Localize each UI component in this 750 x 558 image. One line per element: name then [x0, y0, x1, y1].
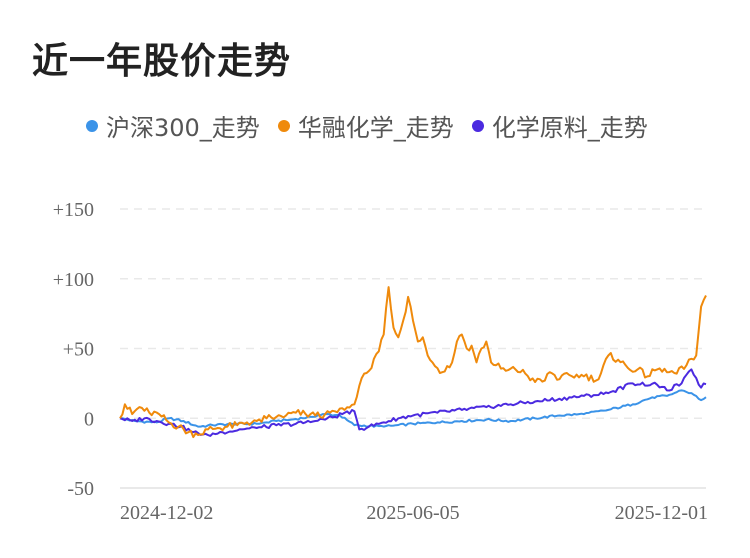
y-tick-label: +100 — [53, 269, 94, 291]
y-tick-label: +50 — [63, 339, 94, 361]
legend-label: 华融化学_走势 — [297, 114, 454, 142]
x-tick-label: 2024-12-02 — [120, 502, 213, 524]
grid-layer — [120, 208, 706, 489]
legend-item-huarong[interactable]: 华融化学_走势 — [277, 108, 454, 143]
legend-dot-icon — [471, 119, 484, 132]
series-line-1 — [119, 286, 707, 439]
legend-label: 沪深300_走势 — [106, 114, 260, 142]
x-tick-label: 2025-12-01 — [615, 502, 708, 524]
x-tick-label: 2025-06-05 — [366, 502, 459, 524]
chart-legend: 沪深300_走势 华融化学_走势 化学原料_走势 — [86, 108, 648, 143]
legend-item-csi300[interactable]: 沪深300_走势 — [86, 108, 260, 143]
series-layer — [119, 286, 707, 439]
tick-label-layer: +150 +100 +50 0 -50 2024-12-02 2025-06-05 2025-… — [53, 199, 708, 524]
legend-label: 化学原料_走势 — [491, 114, 648, 142]
legend-dot-icon — [277, 119, 290, 132]
series-line-2 — [119, 368, 707, 437]
y-tick-label: +150 — [53, 199, 94, 221]
series-line-0 — [119, 389, 707, 428]
legend-item-chemical[interactable]: 化学原料_走势 — [471, 108, 648, 143]
chart-title: 近一年股价走势 — [32, 41, 292, 82]
legend-dot-icon — [86, 119, 98, 132]
y-tick-label: 0 — [84, 408, 94, 430]
y-tick-label: -50 — [67, 478, 94, 500]
